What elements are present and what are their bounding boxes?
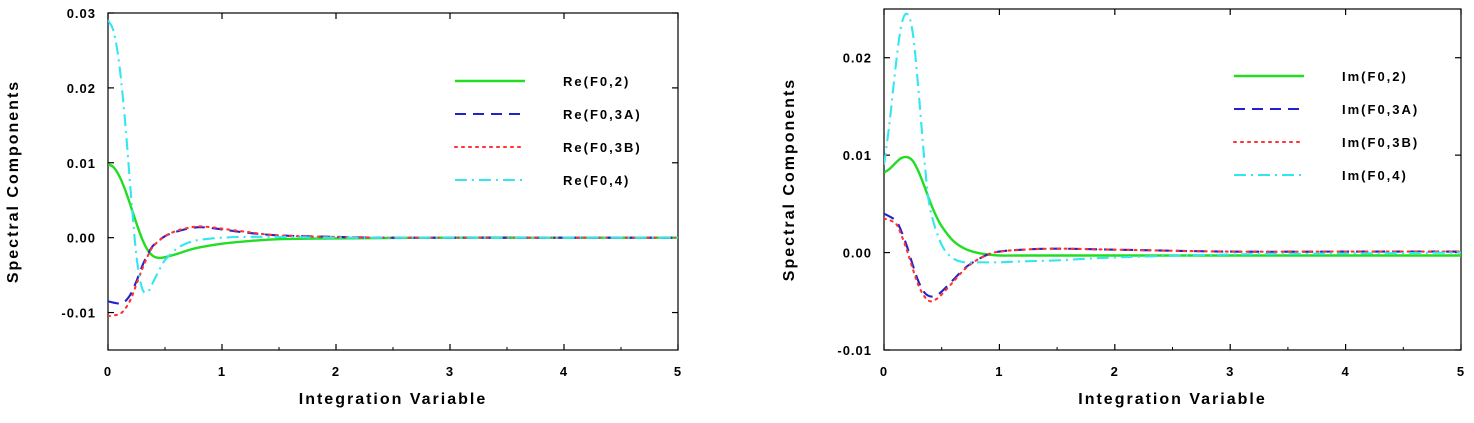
legend-label: Im(F0,2)	[1342, 69, 1408, 84]
y-tick-label: 0.00	[67, 231, 96, 246]
y-tick-label: 0.01	[843, 148, 872, 163]
series-line-3	[108, 225, 678, 318]
series-line-4	[108, 19, 678, 294]
x-tick-label: 5	[1457, 364, 1465, 379]
legend-label: Re(F0,3A)	[563, 107, 642, 122]
legend-label: Re(F0,4)	[563, 173, 630, 188]
legend-label: Re(F0,3B)	[563, 140, 642, 155]
x-tick-label: 1	[218, 364, 226, 379]
series-line-3	[884, 217, 1461, 303]
legend-label: Im(F0,3B)	[1342, 135, 1419, 150]
y-tick-label: 0.00	[843, 246, 872, 261]
legend: Im(F0,2) Im(F0,3A) Im(F0,3B) Im(F0,4)	[1232, 69, 1419, 183]
x-tick-label: 0	[104, 364, 112, 379]
x-tick-label: 2	[332, 364, 340, 379]
chart-2: 0 1 2 3 4 5 -0.01 0.00 0.01 0.02 Integration Varia…	[781, 8, 1465, 408]
series-line-4	[884, 12, 1461, 264]
y-tick-label: -0.01	[61, 306, 96, 321]
x-tick-label: 3	[1226, 364, 1234, 379]
y-axis-label: Spectral Components	[781, 78, 798, 281]
legend: Re(F0,2) Re(F0,3A) Re(F0,3B) Re(F0,4)	[453, 74, 642, 188]
legend-label: Im(F0,4)	[1342, 168, 1408, 183]
series-line-1	[884, 155, 1461, 257]
y-tick-label: 0.03	[67, 6, 96, 21]
x-axis-label: Integration Variable	[1078, 391, 1266, 408]
y-tick-label: -0.01	[837, 343, 872, 358]
x-tick-label: 2	[1111, 364, 1119, 379]
x-tick-label: 4	[560, 364, 568, 379]
y-axis-label: Spectral Components	[5, 80, 22, 283]
x-axis-label: Integration Variable	[299, 391, 487, 408]
x-tick-label: 3	[446, 364, 454, 379]
legend-label: Im(F0,3A)	[1342, 102, 1419, 117]
chart-1: 0 1 2 3 4 5 -0.01 0.00 0.01 0.02 0.03 Integration V…	[5, 6, 682, 408]
legend-label: Re(F0,2)	[563, 74, 630, 89]
y-tick-label: 0.01	[67, 156, 96, 171]
x-tick-label: 4	[1341, 364, 1349, 379]
y-tick-label: 0.02	[843, 51, 872, 66]
x-tick-label: 5	[674, 364, 682, 379]
x-tick-label: 0	[880, 364, 888, 379]
y-tick-label: 0.02	[67, 81, 96, 96]
x-tick-label: 1	[995, 364, 1003, 379]
